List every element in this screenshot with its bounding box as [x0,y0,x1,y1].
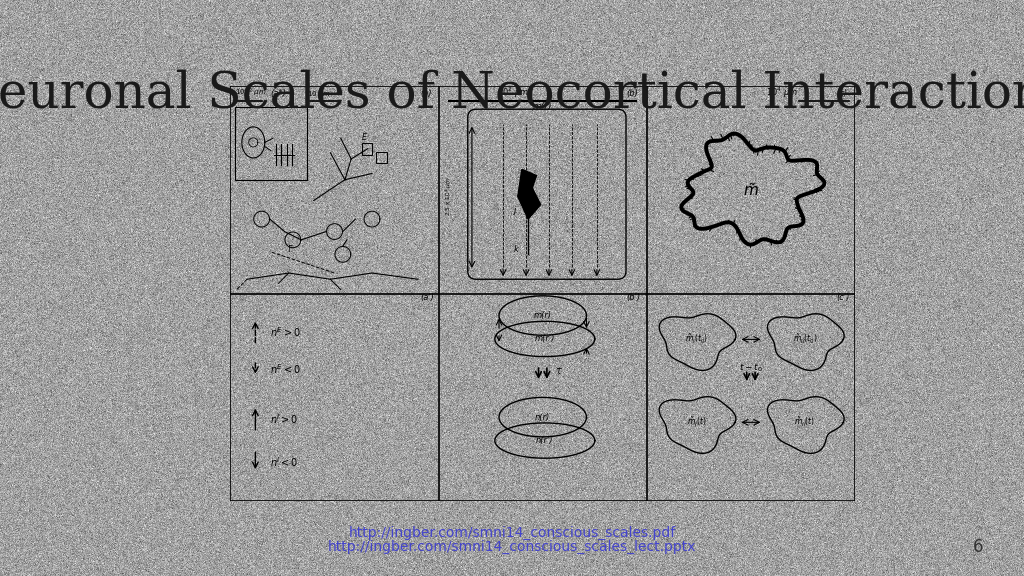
Text: $10\ \mu m$: $10\ \mu m$ [307,89,332,98]
Text: $\tau$: $\tau$ [555,366,563,376]
Text: $10^4\ \mu m$: $10^4\ \mu m$ [766,85,798,100]
Bar [361,143,372,155]
Text: $10^2\ \mu m$: $10^2\ \mu m$ [497,85,529,100]
Text: (a*): (a*) [270,89,286,98]
Text: (b'): (b') [626,293,640,302]
Text: $\tilde{m}_I(t)$: $\tilde{m}_I(t)$ [687,416,707,429]
Text: http://ingber.com/smni14_conscious_scales_lect.pptx: http://ingber.com/smni14_conscious_scale… [328,540,696,554]
Text: m(r): m(r) [532,102,553,111]
Text: $n^E>0$: $n^E>0$ [270,325,301,339]
Text: Neuronal Scales of Neocortical Interactions: Neuronal Scales of Neocortical Interacti… [0,69,1024,119]
Polygon shape [518,169,541,219]
Text: $2.5\times10^3\ \mu m$: $2.5\times10^3\ \mu m$ [443,176,455,216]
Text: m(r'): m(r') [535,335,555,343]
Text: $10^{-2}\ \mu m$: $10^{-2}\ \mu m$ [234,87,266,99]
Text: $\Gamma$: $\Gamma$ [287,243,293,254]
Text: $n^I>0$: $n^I>0$ [270,412,298,426]
Text: j: j [514,206,516,215]
Text: m(r): m(r) [534,311,552,320]
Text: $n^E<0$: $n^E<0$ [270,362,301,376]
Text: http://ingber.com/smni14_conscious_scales.pdf: http://ingber.com/smni14_conscious_scale… [348,526,676,540]
Text: (a): (a) [420,89,431,98]
Text: 6: 6 [973,538,983,556]
Text: $\tilde{m}_{II}(t)$: $\tilde{m}_{II}(t)$ [795,416,816,429]
Text: E: E [361,133,367,142]
Text: n(r): n(r) [536,412,550,422]
Text: $t-t_0$: $t-t_0$ [739,361,763,374]
Text: n(r'): n(r') [536,436,554,445]
Text: $\tilde{m}_I(t_0)$: $\tilde{m}_I(t_0)$ [685,333,709,346]
Bar [376,151,386,163]
Text: (c'): (c') [837,293,850,302]
Bar [234,107,307,180]
Text: $\tilde{m}_{II}(t_0)$: $\tilde{m}_{II}(t_0)$ [793,333,817,346]
Text: $\tilde{m}$: $\tilde{m}$ [743,181,759,199]
Text: (b): (b) [626,89,638,98]
Text: (a'): (a') [420,293,434,302]
Text: $n^I<0$: $n^I<0$ [270,455,298,469]
Text: k: k [514,245,518,254]
Text: (c): (c) [837,89,848,98]
